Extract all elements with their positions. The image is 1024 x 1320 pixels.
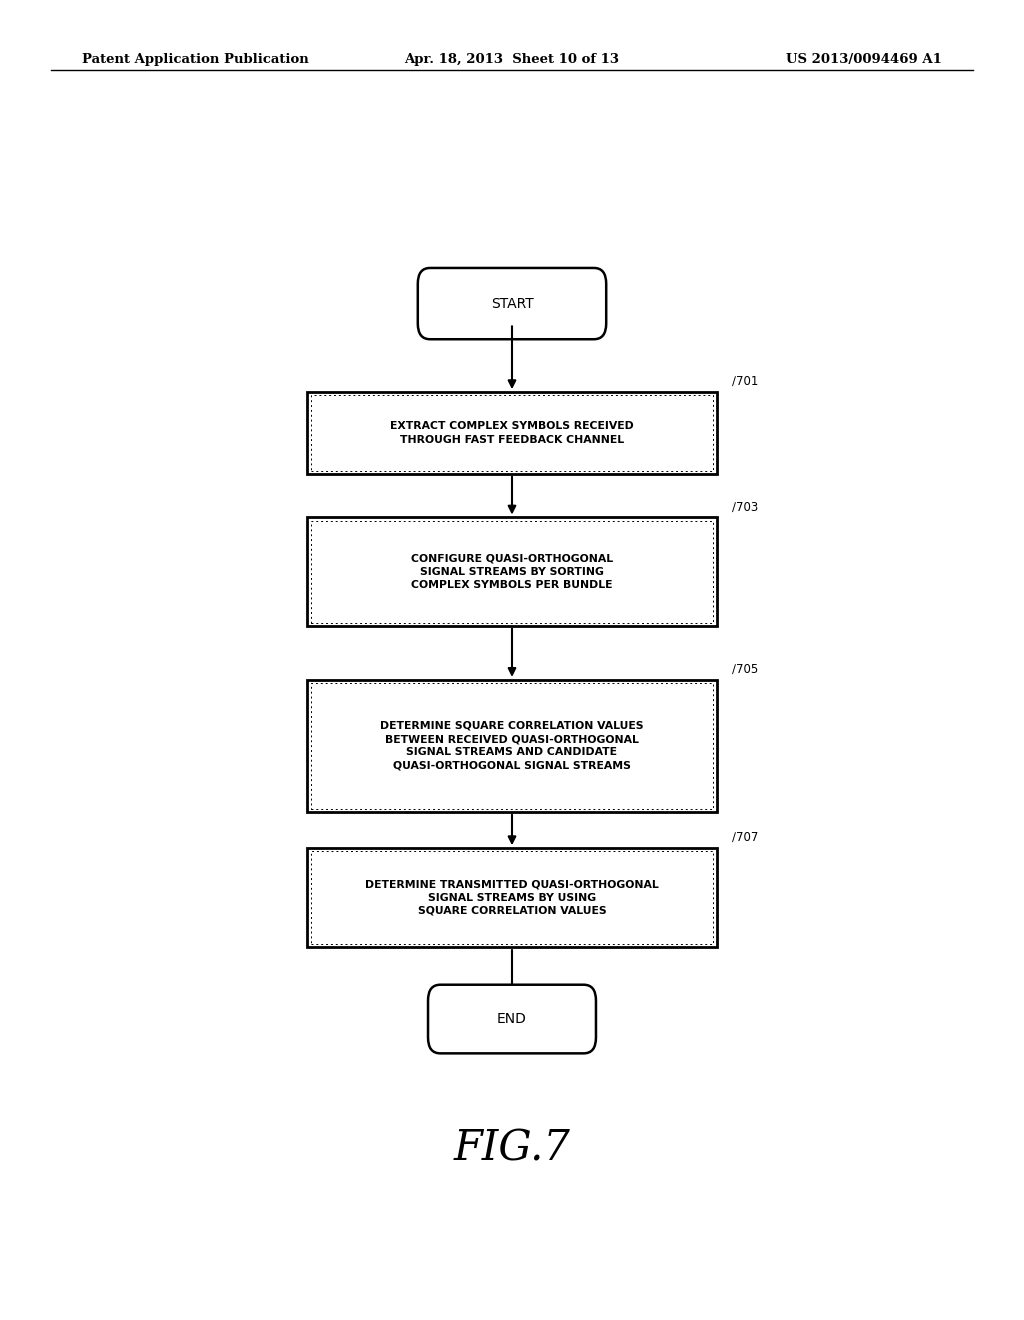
Text: DETERMINE TRANSMITTED QUASI-ORTHOGONAL
SIGNAL STREAMS BY USING
SQUARE CORRELATIO: DETERMINE TRANSMITTED QUASI-ORTHOGONAL S… bbox=[366, 879, 658, 916]
FancyBboxPatch shape bbox=[307, 392, 717, 474]
FancyBboxPatch shape bbox=[428, 985, 596, 1053]
Text: ∕705: ∕705 bbox=[732, 663, 759, 676]
Text: START: START bbox=[490, 297, 534, 310]
Text: FIG.7: FIG.7 bbox=[454, 1127, 570, 1170]
Text: US 2013/0094469 A1: US 2013/0094469 A1 bbox=[786, 53, 942, 66]
Text: Patent Application Publication: Patent Application Publication bbox=[82, 53, 308, 66]
Text: ∕707: ∕707 bbox=[732, 832, 759, 845]
Text: ∕701: ∕701 bbox=[732, 375, 759, 388]
Text: CONFIGURE QUASI-ORTHOGONAL
SIGNAL STREAMS BY SORTING
COMPLEX SYMBOLS PER BUNDLE: CONFIGURE QUASI-ORTHOGONAL SIGNAL STREAM… bbox=[411, 553, 613, 590]
FancyBboxPatch shape bbox=[307, 680, 717, 812]
FancyBboxPatch shape bbox=[418, 268, 606, 339]
Text: END: END bbox=[497, 1012, 527, 1026]
FancyBboxPatch shape bbox=[307, 517, 717, 626]
FancyBboxPatch shape bbox=[307, 847, 717, 948]
Text: Apr. 18, 2013  Sheet 10 of 13: Apr. 18, 2013 Sheet 10 of 13 bbox=[404, 53, 620, 66]
Text: ∕703: ∕703 bbox=[732, 500, 759, 513]
Text: DETERMINE SQUARE CORRELATION VALUES
BETWEEN RECEIVED QUASI-ORTHOGONAL
SIGNAL STR: DETERMINE SQUARE CORRELATION VALUES BETW… bbox=[380, 721, 644, 771]
Text: EXTRACT COMPLEX SYMBOLS RECEIVED
THROUGH FAST FEEDBACK CHANNEL: EXTRACT COMPLEX SYMBOLS RECEIVED THROUGH… bbox=[390, 421, 634, 445]
